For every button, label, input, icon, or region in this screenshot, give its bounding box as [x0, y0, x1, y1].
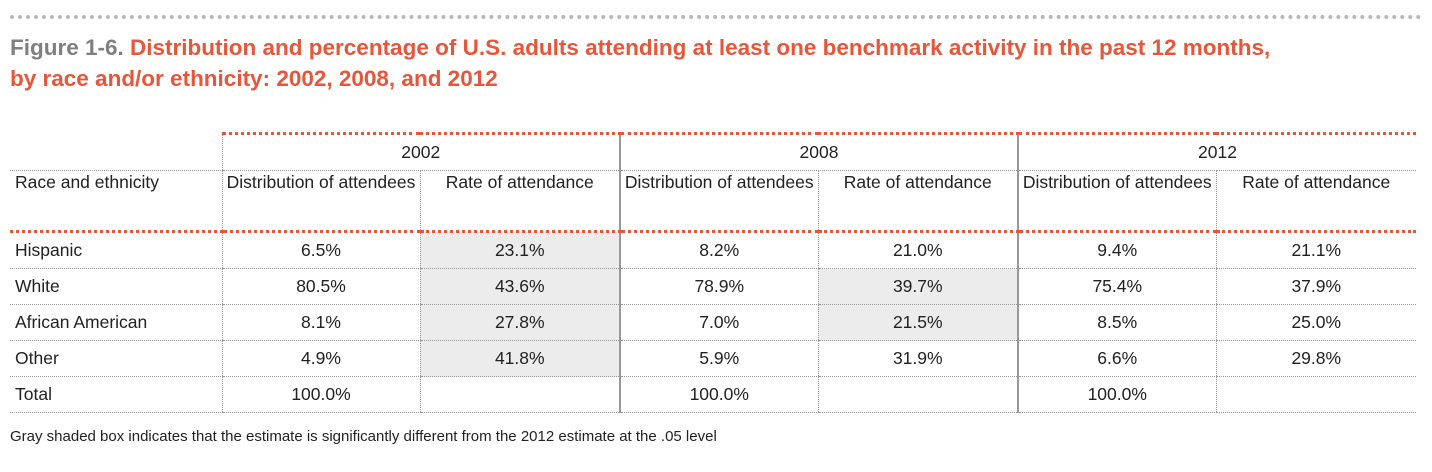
cell-rate-2002-shaded: 23.1% — [419, 231, 620, 269]
cell-rate-2002 — [419, 376, 620, 413]
row-label: White — [10, 268, 222, 305]
table-row: Hispanic 6.5% 23.1% 8.2% 21.0% 9.4% 21.1… — [10, 231, 1416, 269]
col-distribution-2002: Distribution of attendees — [221, 170, 420, 233]
cell-distribution-2002: 6.5% — [221, 231, 420, 269]
cell-distribution-2002: 100.0% — [221, 376, 420, 413]
cell-distribution-2012: 6.6% — [1017, 340, 1216, 377]
table-row: African American 8.1% 27.8% 7.0% 21.5% 8… — [10, 304, 1416, 341]
col-rate-2008: Rate of attendance — [817, 170, 1018, 233]
row-label: African American — [10, 304, 222, 341]
year-header-2002: 2002 — [221, 132, 620, 171]
attendance-table: 2002 2008 2012 Race and ethnicity Distri… — [10, 132, 1416, 413]
row-label: Other — [10, 340, 222, 377]
cell-distribution-2008: 100.0% — [619, 376, 818, 413]
cell-rate-2012: 25.0% — [1215, 304, 1416, 341]
cell-distribution-2008: 8.2% — [619, 231, 818, 269]
column-header-row: Race and ethnicity Distribution of atten… — [10, 170, 1416, 233]
figure-title-line2: by race and/or ethnicity: 2002, 2008, an… — [10, 66, 498, 91]
col-rate-2002: Rate of attendance — [419, 170, 620, 233]
year-header-row: 2002 2008 2012 — [10, 132, 1416, 171]
cell-rate-2002-shaded: 41.8% — [419, 340, 620, 377]
figure-title: Figure 1-6. Distribution and percentage … — [10, 32, 1410, 94]
cell-distribution-2002: 4.9% — [221, 340, 420, 377]
cell-distribution-2008: 78.9% — [619, 268, 818, 305]
cell-rate-2002-shaded: 43.6% — [419, 268, 620, 305]
cell-distribution-2008: 5.9% — [619, 340, 818, 377]
cell-rate-2002-shaded: 27.8% — [419, 304, 620, 341]
cell-rate-2012 — [1215, 376, 1416, 413]
cell-distribution-2002: 8.1% — [221, 304, 420, 341]
cell-rate-2008 — [817, 376, 1018, 413]
cell-rate-2012: 21.1% — [1215, 231, 1416, 269]
year-header-blank — [10, 133, 222, 171]
figure-title-line1: Distribution and percentage of U.S. adul… — [130, 35, 1271, 60]
row-label: Hispanic — [10, 231, 222, 269]
cell-rate-2012: 29.8% — [1215, 340, 1416, 377]
cell-rate-2008-shaded: 39.7% — [817, 268, 1018, 305]
cell-distribution-2012: 75.4% — [1017, 268, 1216, 305]
row-header-label: Race and ethnicity — [10, 170, 222, 233]
cell-distribution-2008: 7.0% — [619, 304, 818, 341]
col-rate-2012: Rate of attendance — [1215, 170, 1416, 233]
table-row: Other 4.9% 41.8% 5.9% 31.9% 6.6% 29.8% — [10, 340, 1416, 377]
table-row: White 80.5% 43.6% 78.9% 39.7% 75.4% 37.9… — [10, 268, 1416, 305]
cell-rate-2008: 21.0% — [817, 231, 1018, 269]
row-label: Total — [10, 376, 222, 413]
col-distribution-2008: Distribution of attendees — [619, 170, 818, 233]
cell-distribution-2002: 80.5% — [221, 268, 420, 305]
cell-rate-2012: 37.9% — [1215, 268, 1416, 305]
cell-distribution-2012: 100.0% — [1017, 376, 1216, 413]
top-dotted-rule — [10, 15, 1422, 19]
col-distribution-2012: Distribution of attendees — [1017, 170, 1216, 233]
cell-rate-2008-shaded: 21.5% — [817, 304, 1018, 341]
year-header-2012: 2012 — [1017, 132, 1416, 171]
table-row-total: Total 100.0% 100.0% 100.0% — [10, 376, 1416, 413]
figure-label: Figure 1-6. — [10, 35, 124, 60]
cell-rate-2008: 31.9% — [817, 340, 1018, 377]
year-header-2008: 2008 — [619, 132, 1018, 171]
cell-distribution-2012: 9.4% — [1017, 231, 1216, 269]
footnote: Gray shaded box indicates that the estim… — [10, 428, 717, 445]
cell-distribution-2012: 8.5% — [1017, 304, 1216, 341]
